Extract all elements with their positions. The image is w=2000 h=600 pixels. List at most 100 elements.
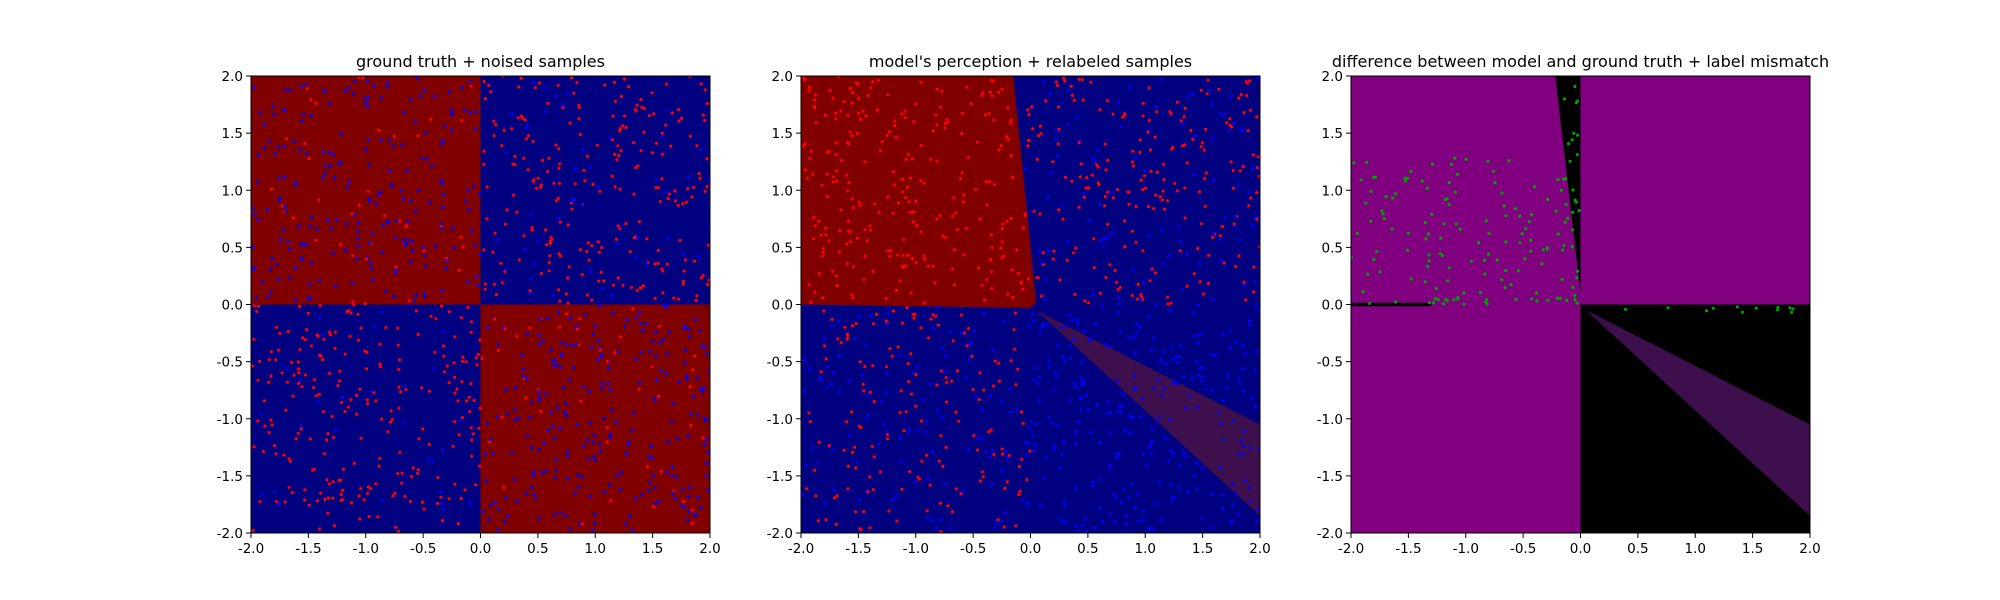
scatter-point (396, 530, 401, 533)
scatter-point (1195, 461, 1199, 465)
scatter-point (1446, 279, 1450, 283)
scatter-point (707, 176, 710, 180)
scatter-point (686, 175, 690, 179)
scatter-point (896, 345, 900, 349)
scatter-point (905, 305, 909, 310)
scatter-point (1000, 447, 1004, 451)
scatter-point (560, 103, 565, 107)
scatter-point (935, 123, 939, 127)
scatter-point (491, 451, 495, 455)
scatter-point (1576, 269, 1580, 273)
scatter-point (1247, 204, 1251, 208)
scatter-point (423, 295, 427, 299)
scatter-point (496, 528, 500, 532)
scatter-point (1234, 264, 1238, 269)
scatter-point (1076, 419, 1080, 424)
scatter-point (553, 513, 557, 517)
scatter-point (850, 134, 854, 138)
scatter-point (580, 475, 584, 479)
scatter-point (636, 164, 640, 168)
scatter-point (637, 311, 642, 315)
scatter-point (556, 406, 560, 410)
scatter-point (975, 140, 979, 144)
scatter-point (1051, 257, 1055, 261)
scatter-point (1149, 169, 1153, 173)
scatter-point (1372, 258, 1376, 262)
scatter-point (319, 491, 323, 495)
scatter-point (1364, 201, 1368, 205)
scatter-point (575, 423, 579, 427)
scatter-point (1098, 507, 1102, 511)
scatter-point (269, 350, 273, 354)
scatter-point (526, 434, 530, 438)
scatter-point (1124, 521, 1128, 525)
scatter-point (1132, 336, 1136, 340)
scatter-point (251, 528, 255, 533)
scatter-point (940, 89, 944, 93)
scatter-point (261, 450, 266, 454)
scatter-point (389, 420, 393, 424)
scatter-point (592, 433, 596, 437)
subplot-title: ground truth + noised samples (356, 52, 605, 71)
scatter-point (664, 190, 668, 194)
scatter-point (363, 302, 367, 306)
scatter-point (989, 233, 994, 237)
scatter-point (1394, 300, 1398, 304)
scatter-point (933, 281, 937, 285)
scatter-point (453, 375, 457, 379)
scatter-point (803, 142, 807, 146)
scatter-point (455, 387, 459, 391)
scatter-point (1231, 503, 1235, 507)
scatter-point (1074, 524, 1078, 528)
scatter-point (1152, 207, 1156, 211)
scatter-point (416, 471, 420, 476)
scatter-point (327, 151, 331, 155)
scatter-point (299, 242, 303, 246)
scatter-point (441, 449, 445, 453)
scatter-point (654, 330, 658, 334)
scatter-point (1445, 197, 1449, 201)
scatter-point (1560, 248, 1565, 252)
scatter-point (1483, 272, 1487, 276)
scatter-point (440, 205, 444, 209)
scatter-point (914, 373, 918, 377)
scatter-point (1172, 495, 1176, 499)
scatter-point (1405, 248, 1410, 252)
scatter-point (846, 189, 850, 193)
scatter-point (945, 381, 949, 385)
scatter-point (847, 181, 851, 185)
scatter-point (905, 253, 910, 258)
scatter-point (1063, 79, 1067, 83)
scatter-point (333, 175, 337, 180)
scatter-point (650, 91, 654, 95)
scatter-point (688, 485, 692, 489)
scatter-point (280, 363, 284, 367)
scatter-point (1170, 498, 1174, 502)
scatter-point (821, 247, 825, 251)
scatter-point (1074, 385, 1078, 389)
scatter-point (699, 276, 704, 280)
scatter-point (941, 464, 945, 469)
scatter-point (1180, 144, 1184, 148)
scatter-point (1469, 259, 1473, 263)
scatter-point (379, 96, 383, 100)
scatter-point (940, 416, 944, 420)
scatter-point (944, 353, 948, 357)
scatter-point (991, 349, 995, 353)
scatter-point (1037, 249, 1041, 253)
plot-area (251, 76, 710, 533)
x-tick-label: -2.0 (1338, 541, 1364, 557)
scatter-point (400, 143, 404, 147)
scatter-point (390, 418, 394, 422)
scatter-point (826, 365, 830, 369)
scatter-point (543, 110, 547, 114)
scatter-point (347, 86, 351, 90)
scatter-point (356, 236, 360, 240)
scatter-point (1005, 134, 1009, 139)
scatter-point (480, 356, 484, 361)
scatter-point (1087, 301, 1091, 305)
scatter-point (1482, 258, 1487, 262)
scatter-point (1167, 253, 1171, 258)
scatter-point (654, 354, 658, 358)
scatter-point (1166, 295, 1170, 299)
